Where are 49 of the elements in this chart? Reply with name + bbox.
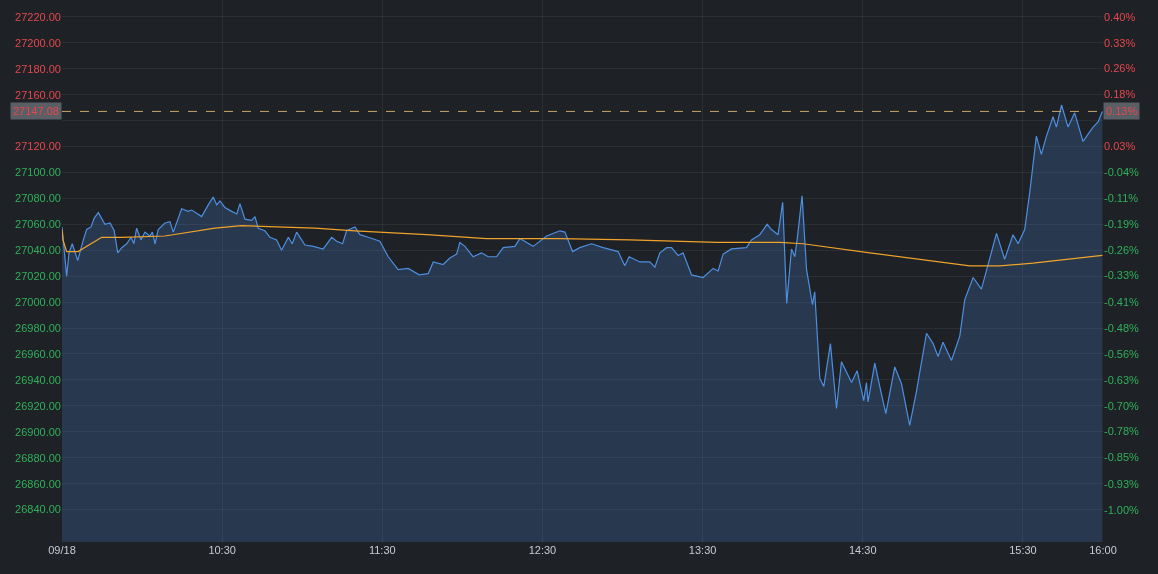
y2-tick-label: -0.85% <box>1104 451 1140 464</box>
y-tick-label: 27020.00 <box>15 270 61 283</box>
y-tick-label: 27180.00 <box>15 62 61 75</box>
annotation: 0.13% <box>1106 105 1138 117</box>
y2-tick-label: -0.93% <box>1104 477 1140 490</box>
y-tick-label: 26880.00 <box>15 451 61 464</box>
y-tick-label: 27000.00 <box>15 295 61 308</box>
y-tick-label: 27040.00 <box>15 244 61 257</box>
y-tick-label: 27080.00 <box>15 192 61 205</box>
y2-tick-label: 0.40% <box>1104 10 1136 23</box>
y-tick-label: 26920.00 <box>15 399 61 412</box>
y-tick-label: 27100.00 <box>15 166 61 179</box>
y2-tick-label: -0.41% <box>1104 295 1140 308</box>
x-tick-label: 14:30 <box>849 544 877 556</box>
line-series <box>62 225 1103 267</box>
y-tick-label: 27160.00 <box>15 88 61 101</box>
y2-tick-label: -0.56% <box>1104 347 1140 360</box>
y-tick-label: 26860.00 <box>15 477 61 490</box>
ref-line-label: 27147.08 <box>13 105 59 117</box>
y-tick-label: 27120.00 <box>15 140 61 153</box>
y-tick-label: 26840.00 <box>15 503 61 516</box>
y2-tick-label: 0.33% <box>1104 36 1136 49</box>
y2-tick-label: -1.00% <box>1104 503 1140 516</box>
y-tick-label: 26940.00 <box>15 373 61 386</box>
x-tick-label: 12:30 <box>528 544 557 556</box>
y2-tick-label: -0.78% <box>1104 425 1140 438</box>
y2-tick-label: -0.48% <box>1104 321 1140 334</box>
x-tick-label: 15:30 <box>1009 544 1037 556</box>
y2-tick-label: -0.04% <box>1104 166 1140 179</box>
x-tick-label: 16:00 <box>1089 544 1117 556</box>
x-tick-label: 11:30 <box>368 544 396 556</box>
y2-tick-label: -0.26% <box>1104 244 1140 257</box>
y2-tick-label: -0.11% <box>1104 192 1139 205</box>
y2-tick-label: 0.26% <box>1104 62 1136 75</box>
y-tick-label: 26960.00 <box>15 347 61 360</box>
y-tick-label: 27220.00 <box>15 10 61 23</box>
x-tick-label: 09/18 <box>48 544 76 556</box>
y2-tick-label: -0.33% <box>1104 269 1140 282</box>
y-tick-label: 27200.00 <box>15 36 61 49</box>
y2-tick-label: -0.70% <box>1104 399 1140 412</box>
x-tick-label: 13:30 <box>688 544 717 556</box>
y-tick-label: 27060.00 <box>15 218 61 231</box>
y2-tick-label: 0.03% <box>1104 140 1136 153</box>
y2-tick-label: 0.18% <box>1104 88 1136 101</box>
y2-tick-label: -0.19% <box>1104 218 1140 231</box>
y2-tick-label: -0.63% <box>1104 373 1140 386</box>
x-tick-label: 10:30 <box>208 544 236 556</box>
y-tick-label: 26980.00 <box>15 321 61 334</box>
y-tick-label: 26900.00 <box>15 425 61 438</box>
